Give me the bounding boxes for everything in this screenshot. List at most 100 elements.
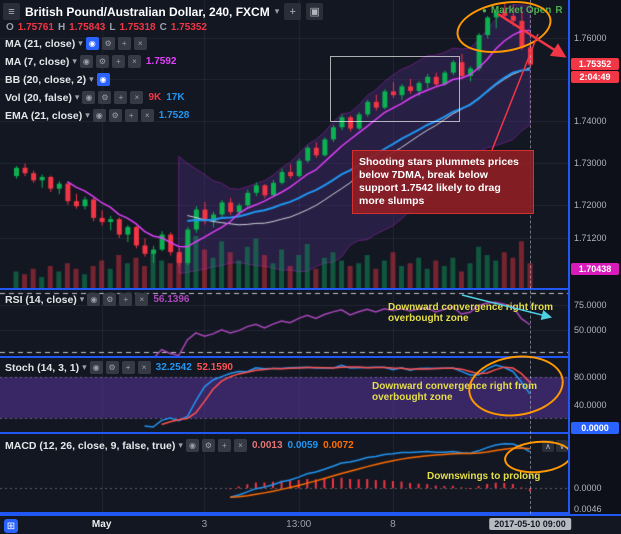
price-axis-label: 75.0000 xyxy=(574,300,607,310)
ohlc-row: O 1.75761 H 1.75843 L 1.75318 C 1.75352 xyxy=(6,22,207,33)
symbol-title[interactable]: British Pound/Australian Dollar, 240, FX… xyxy=(25,4,270,19)
close-icon[interactable]: × xyxy=(137,361,151,374)
price-axis[interactable]: 1.76000 1.75352 2:04:49 1.74000 1.73000 1.720… xyxy=(568,0,621,514)
pane-collapse-icon[interactable]: ∨ xyxy=(556,440,568,452)
pane-resize-handle[interactable] xyxy=(0,512,621,514)
chevron-down-icon[interactable]: ▾ xyxy=(85,110,90,120)
time-axis[interactable]: ⊞ 2017-05-10 09:00 May 3 13:00 8 xyxy=(0,514,621,534)
indicator-legend-row[interactable]: MACD (12, 26, close, 9, false, true) ▾ ◉ ⚙ +… xyxy=(5,438,354,453)
pane-resize-handle[interactable] xyxy=(0,432,621,434)
macd-note-text[interactable]: Downswings to prolong xyxy=(427,471,541,482)
gear-icon[interactable]: ⚙ xyxy=(98,91,112,104)
eye-icon[interactable]: ◉ xyxy=(92,109,106,122)
last-price-badge: 1.75352 xyxy=(571,57,619,70)
market-open-dot-icon: ● xyxy=(482,6,487,15)
pane-expand-icon[interactable]: ∧ xyxy=(542,440,554,452)
indicator-label[interactable]: MA (7, close) xyxy=(5,55,70,68)
plus-icon[interactable]: + xyxy=(111,55,125,68)
price-axis-label: 80.0000 xyxy=(574,372,607,383)
menu-icon[interactable]: ≡ xyxy=(3,3,20,20)
chevron-down-icon[interactable]: ▾ xyxy=(74,92,80,102)
chart-header: ≡ British Pound/Australian Dollar, 240, … xyxy=(3,3,324,20)
chevron-down-icon[interactable]: ▾ xyxy=(178,440,183,450)
pane-resize-handle[interactable] xyxy=(0,356,621,358)
plus-icon[interactable]: + xyxy=(114,91,128,104)
close-icon[interactable]: × xyxy=(140,109,154,122)
indicator-legend-row[interactable]: Vol (20, false) ▾ ◉ ⚙ + × 9K 17K xyxy=(5,90,189,105)
indicator-legend-row[interactable]: Stoch (14, 3, 1) ▾ ◉ ⚙ + × 32.2542 52.1590 xyxy=(5,360,233,375)
price-axis-label: 1.71200 xyxy=(574,232,607,243)
chevron-down-icon[interactable]: ▾ xyxy=(78,38,83,48)
chevron-down-icon[interactable]: ▾ xyxy=(79,294,85,304)
close-icon[interactable]: × xyxy=(127,55,141,68)
price-axis-label: 1.74000 xyxy=(574,116,607,127)
eye-icon[interactable]: ◉ xyxy=(185,439,199,452)
add-compare-icon[interactable]: + xyxy=(284,3,302,20)
gear-icon[interactable]: ⚙ xyxy=(95,55,109,68)
indicator-legend-row[interactable]: MA (21, close) ▾ ◉ ⚙ + × xyxy=(5,36,189,51)
crosshair-vertical-line xyxy=(530,0,531,514)
indicator-label[interactable]: Stoch (14, 3, 1) xyxy=(5,361,80,374)
chevron-down-icon[interactable]: ▾ xyxy=(72,56,77,66)
analysis-note-box[interactable]: Shooting stars plummets prices below 7DM… xyxy=(352,150,534,214)
eye-icon[interactable]: ◉ xyxy=(87,293,101,306)
low-label: L xyxy=(109,22,116,33)
countdown-badge: 2:04:49 xyxy=(571,71,619,84)
eye-icon[interactable]: ◉ xyxy=(96,73,110,86)
eye-icon[interactable]: ◉ xyxy=(79,55,93,68)
close-icon[interactable]: × xyxy=(135,293,149,306)
macd-pane-canvas[interactable] xyxy=(0,434,568,512)
high-value: 1.75843 xyxy=(69,22,106,33)
pane-resize-handle[interactable] xyxy=(0,288,621,290)
indicator-value: 0.0013 xyxy=(251,440,283,451)
indicator-value: 0.0059 xyxy=(287,440,319,451)
plus-icon[interactable]: + xyxy=(217,439,231,452)
gear-icon[interactable]: ⚙ xyxy=(201,439,215,452)
eye-icon[interactable]: ◉ xyxy=(85,37,99,50)
eye-icon[interactable]: ◉ xyxy=(82,91,96,104)
indicator-legend-row[interactable]: BB (20, close, 2) ▾ ◉ xyxy=(5,72,189,87)
chevron-down-icon[interactable]: ▾ xyxy=(89,74,94,84)
indicator-label[interactable]: MA (21, close) xyxy=(5,37,76,50)
open-value: 1.75761 xyxy=(17,22,54,33)
indicator-label[interactable]: MACD (12, 26, close, 9, false, true) xyxy=(5,439,176,452)
gear-icon[interactable]: ⚙ xyxy=(103,293,117,306)
chevron-down-icon[interactable]: ▾ xyxy=(274,6,280,16)
plus-icon[interactable]: + xyxy=(124,109,138,122)
snapshot-icon[interactable]: ▣ xyxy=(306,3,324,20)
indicator-label[interactable]: Vol (20, false) xyxy=(5,91,72,104)
gear-icon[interactable]: ⚙ xyxy=(105,361,119,374)
indicator-value: 17K xyxy=(166,92,185,103)
close-icon[interactable]: × xyxy=(130,91,144,104)
logo-icon[interactable]: ⊞ xyxy=(4,519,18,533)
indicator-legend-row[interactable]: EMA (21, close) ▾ ◉ ⚙ + × 1.7528 xyxy=(5,108,189,123)
indicator-label[interactable]: BB (20, close, 2) xyxy=(5,73,87,86)
rsi-note-text[interactable]: Downward convergence right from overboug… xyxy=(388,302,554,324)
time-tick: 13:00 xyxy=(286,519,312,530)
indicator-value: 9K xyxy=(148,92,162,103)
indicator-value: 1.7528 xyxy=(158,110,190,121)
gear-icon[interactable]: ⚙ xyxy=(108,109,122,122)
high-label: H xyxy=(57,22,66,33)
close-icon[interactable]: × xyxy=(133,37,147,50)
pane-controls: ∧ ∨ xyxy=(542,440,568,452)
consolidation-rectangle-drawing[interactable] xyxy=(330,56,460,122)
close-icon[interactable]: × xyxy=(233,439,247,452)
plus-icon[interactable]: + xyxy=(121,361,135,374)
stoch-note-text[interactable]: Downward convergence right from overboug… xyxy=(372,381,538,403)
indicator-label[interactable]: EMA (21, close) xyxy=(5,109,83,122)
market-status-label: Market Open xyxy=(490,5,552,16)
rsi-legend: RSI (14, close) ▾ ◉ ⚙ + × 56.1396 xyxy=(5,292,189,307)
gear-icon[interactable]: ⚙ xyxy=(101,37,115,50)
chevron-down-icon[interactable]: ▾ xyxy=(82,362,87,372)
plus-icon[interactable]: + xyxy=(119,293,133,306)
ma-price-badge: 1.70438 xyxy=(571,262,619,275)
low-value: 1.75318 xyxy=(119,22,156,33)
eye-icon[interactable]: ◉ xyxy=(89,361,103,374)
indicator-label[interactable]: RSI (14, close) xyxy=(5,293,77,306)
indicator-legend-row[interactable]: MA (7, close) ▾ ◉ ⚙ + × 1.7592 xyxy=(5,54,189,69)
indicator-legend-row[interactable]: RSI (14, close) ▾ ◉ ⚙ + × 56.1396 xyxy=(5,292,189,307)
price-axis-label: 1.73000 xyxy=(574,157,607,168)
plus-icon[interactable]: + xyxy=(117,37,131,50)
